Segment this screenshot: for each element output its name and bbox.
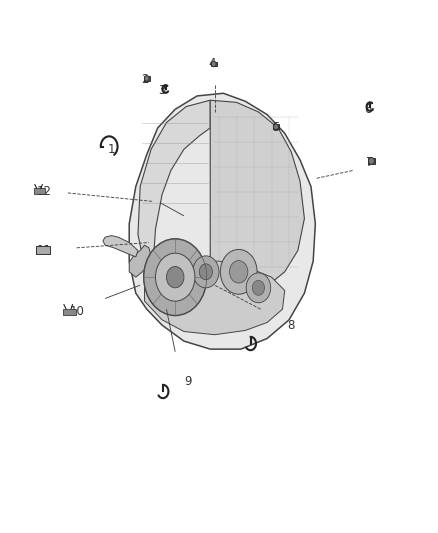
Text: 2: 2 <box>141 74 148 86</box>
Text: 11: 11 <box>36 244 51 257</box>
Polygon shape <box>129 93 315 349</box>
Text: 4: 4 <box>208 58 216 70</box>
Text: 3: 3 <box>159 84 166 97</box>
FancyBboxPatch shape <box>36 246 50 254</box>
FancyBboxPatch shape <box>367 158 375 164</box>
Circle shape <box>144 239 207 316</box>
Circle shape <box>193 256 219 288</box>
Polygon shape <box>145 261 285 335</box>
Polygon shape <box>138 100 210 266</box>
Polygon shape <box>129 245 151 277</box>
Circle shape <box>252 280 265 295</box>
Circle shape <box>230 261 248 283</box>
FancyBboxPatch shape <box>63 309 76 315</box>
Circle shape <box>274 124 278 130</box>
FancyBboxPatch shape <box>144 76 150 80</box>
Text: 7: 7 <box>366 156 374 169</box>
Text: 5: 5 <box>272 122 279 134</box>
Polygon shape <box>210 100 304 289</box>
Circle shape <box>155 253 195 301</box>
Circle shape <box>199 264 212 280</box>
Text: 1: 1 <box>108 143 116 156</box>
Text: 10: 10 <box>69 305 84 318</box>
Circle shape <box>368 157 374 165</box>
Circle shape <box>212 61 216 67</box>
Text: 12: 12 <box>36 185 51 198</box>
Circle shape <box>145 76 149 81</box>
Text: 8: 8 <box>288 319 295 332</box>
Text: 9: 9 <box>184 375 192 387</box>
Circle shape <box>246 273 271 303</box>
FancyBboxPatch shape <box>34 188 45 193</box>
Text: 6: 6 <box>364 103 372 116</box>
FancyBboxPatch shape <box>273 124 279 129</box>
Polygon shape <box>103 236 138 257</box>
FancyBboxPatch shape <box>211 61 217 66</box>
Circle shape <box>166 266 184 288</box>
Circle shape <box>220 249 257 294</box>
